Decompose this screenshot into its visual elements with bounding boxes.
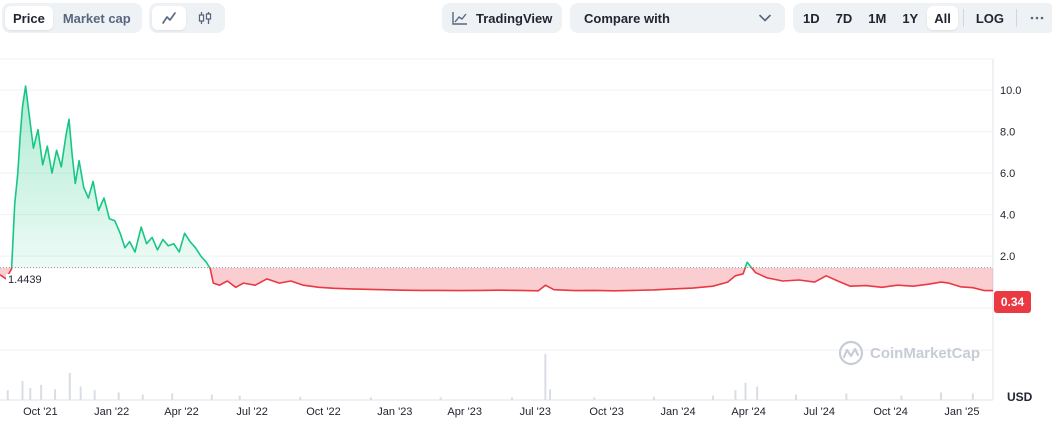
volume-bar: [369, 397, 372, 400]
x-tick-label: Apr '24: [731, 406, 766, 418]
price-chart[interactable]: 2.0 4.0 6.0 8.0 10.0 Oct '21 Jan '22 Apr '22 Jul…: [0, 38, 1052, 438]
toolbar-divider: [962, 9, 964, 27]
toolbar-divider: [1016, 9, 1018, 27]
tab-market-cap[interactable]: Market cap: [62, 10, 131, 26]
y-tick-label: 8.0: [1000, 127, 1015, 139]
volume-bar: [593, 397, 596, 400]
volume-bar: [544, 354, 547, 400]
volume-bar: [711, 395, 714, 400]
volume-bar: [40, 384, 43, 400]
volume-bar: [210, 394, 213, 400]
volume-bar: [439, 397, 442, 400]
price-area-up: [11, 86, 752, 268]
volume-bar: [93, 390, 96, 400]
volume-bar: [54, 389, 57, 400]
volume-bar: [794, 394, 797, 400]
price-area-down: [0, 267, 993, 291]
tab-price[interactable]: Price: [5, 6, 53, 30]
price-chart-area[interactable]: 2.0 4.0 6.0 8.0 10.0 Oct '21 Jan '22 Apr '22 Jul…: [0, 38, 1052, 438]
volume-bar: [171, 393, 174, 400]
volume-bar: [21, 381, 24, 400]
more-options-button[interactable]: [1022, 6, 1052, 30]
x-tick-label: Apr '22: [164, 406, 199, 418]
x-tick-label: Jan '25: [944, 406, 979, 418]
coinmarketcap-logo-icon: [838, 340, 864, 366]
line-chart-icon: [162, 12, 176, 24]
currency-label: USD: [1007, 390, 1033, 404]
chart-type-switch: Price Market cap: [2, 3, 142, 33]
chart-toolbar: Price Market cap TradingView Compare wit…: [0, 0, 1052, 38]
log-scale-button[interactable]: LOG: [975, 10, 1005, 26]
last-price-badge: 0.34: [994, 291, 1031, 313]
volume-bar: [744, 382, 747, 400]
time-range-switch: 1D 7D 1M 1Y All LOG: [793, 3, 1052, 33]
volume-bar: [845, 393, 848, 400]
price-line-up: [10, 85, 753, 268]
range-1y-button[interactable]: 1Y: [902, 10, 919, 26]
chevron-down-icon: [759, 14, 771, 22]
x-tick-label: Jan '22: [94, 406, 129, 418]
price-line-down: [0, 267, 993, 292]
volume-bar: [238, 395, 241, 400]
x-tick-label: Jul '22: [236, 406, 267, 418]
watermark-text: CoinMarketCap: [870, 344, 981, 362]
range-1d-button[interactable]: 1D: [803, 10, 820, 26]
x-tick-label: Apr '23: [447, 406, 482, 418]
volume-bar: [117, 392, 120, 400]
candlestick-chart-button[interactable]: [188, 6, 222, 30]
y-tick-label: 4.0: [1000, 210, 1015, 222]
compare-with-dropdown[interactable]: Compare with: [570, 3, 785, 33]
volume-bar: [79, 386, 82, 400]
x-tick-label: Oct '21: [23, 406, 58, 418]
tradingview-icon: [452, 12, 467, 25]
x-tick-label: Oct '23: [589, 406, 624, 418]
y-tick-label: 10.0: [1000, 85, 1021, 97]
range-7d-button[interactable]: 7D: [835, 10, 853, 26]
x-tick-label: Jul '23: [520, 406, 551, 418]
x-tick-label: Jul '24: [803, 406, 834, 418]
volume-bar: [756, 386, 759, 400]
coinmarketcap-watermark: CoinMarketCap: [838, 340, 980, 366]
volume-bar: [940, 392, 943, 400]
volume-bar: [549, 389, 552, 400]
tradingview-label: TradingView: [476, 10, 553, 26]
y-tick-label: 6.0: [1000, 168, 1015, 180]
x-tick-label: Jan '24: [660, 406, 695, 418]
compare-with-label: Compare with: [584, 10, 670, 26]
chart-style-switch: [149, 3, 225, 33]
range-1m-button[interactable]: 1M: [868, 10, 887, 26]
volume-bar: [971, 393, 974, 400]
line-chart-button[interactable]: [152, 6, 186, 30]
volume-bar: [29, 388, 32, 400]
x-tick-label: Oct '24: [873, 406, 908, 418]
volume-bar: [734, 390, 737, 400]
volume-bar: [900, 395, 903, 400]
y-tick-label: 2.0: [1000, 251, 1015, 263]
volume-bar: [511, 397, 514, 400]
volume-bar: [299, 396, 302, 400]
x-tick-label: Oct '22: [306, 406, 341, 418]
volume-bar: [68, 372, 71, 400]
volume-bar: [6, 390, 9, 400]
baseline-price-label: 1.4439: [6, 274, 44, 286]
tradingview-button[interactable]: TradingView: [442, 3, 563, 33]
volume-bar: [141, 394, 144, 400]
candlestick-icon: [198, 12, 212, 24]
more-horizontal-icon: [1030, 16, 1044, 20]
x-tick-label: Jan '23: [377, 406, 412, 418]
range-all-button[interactable]: All: [927, 6, 958, 30]
volume-bar: [652, 396, 655, 400]
